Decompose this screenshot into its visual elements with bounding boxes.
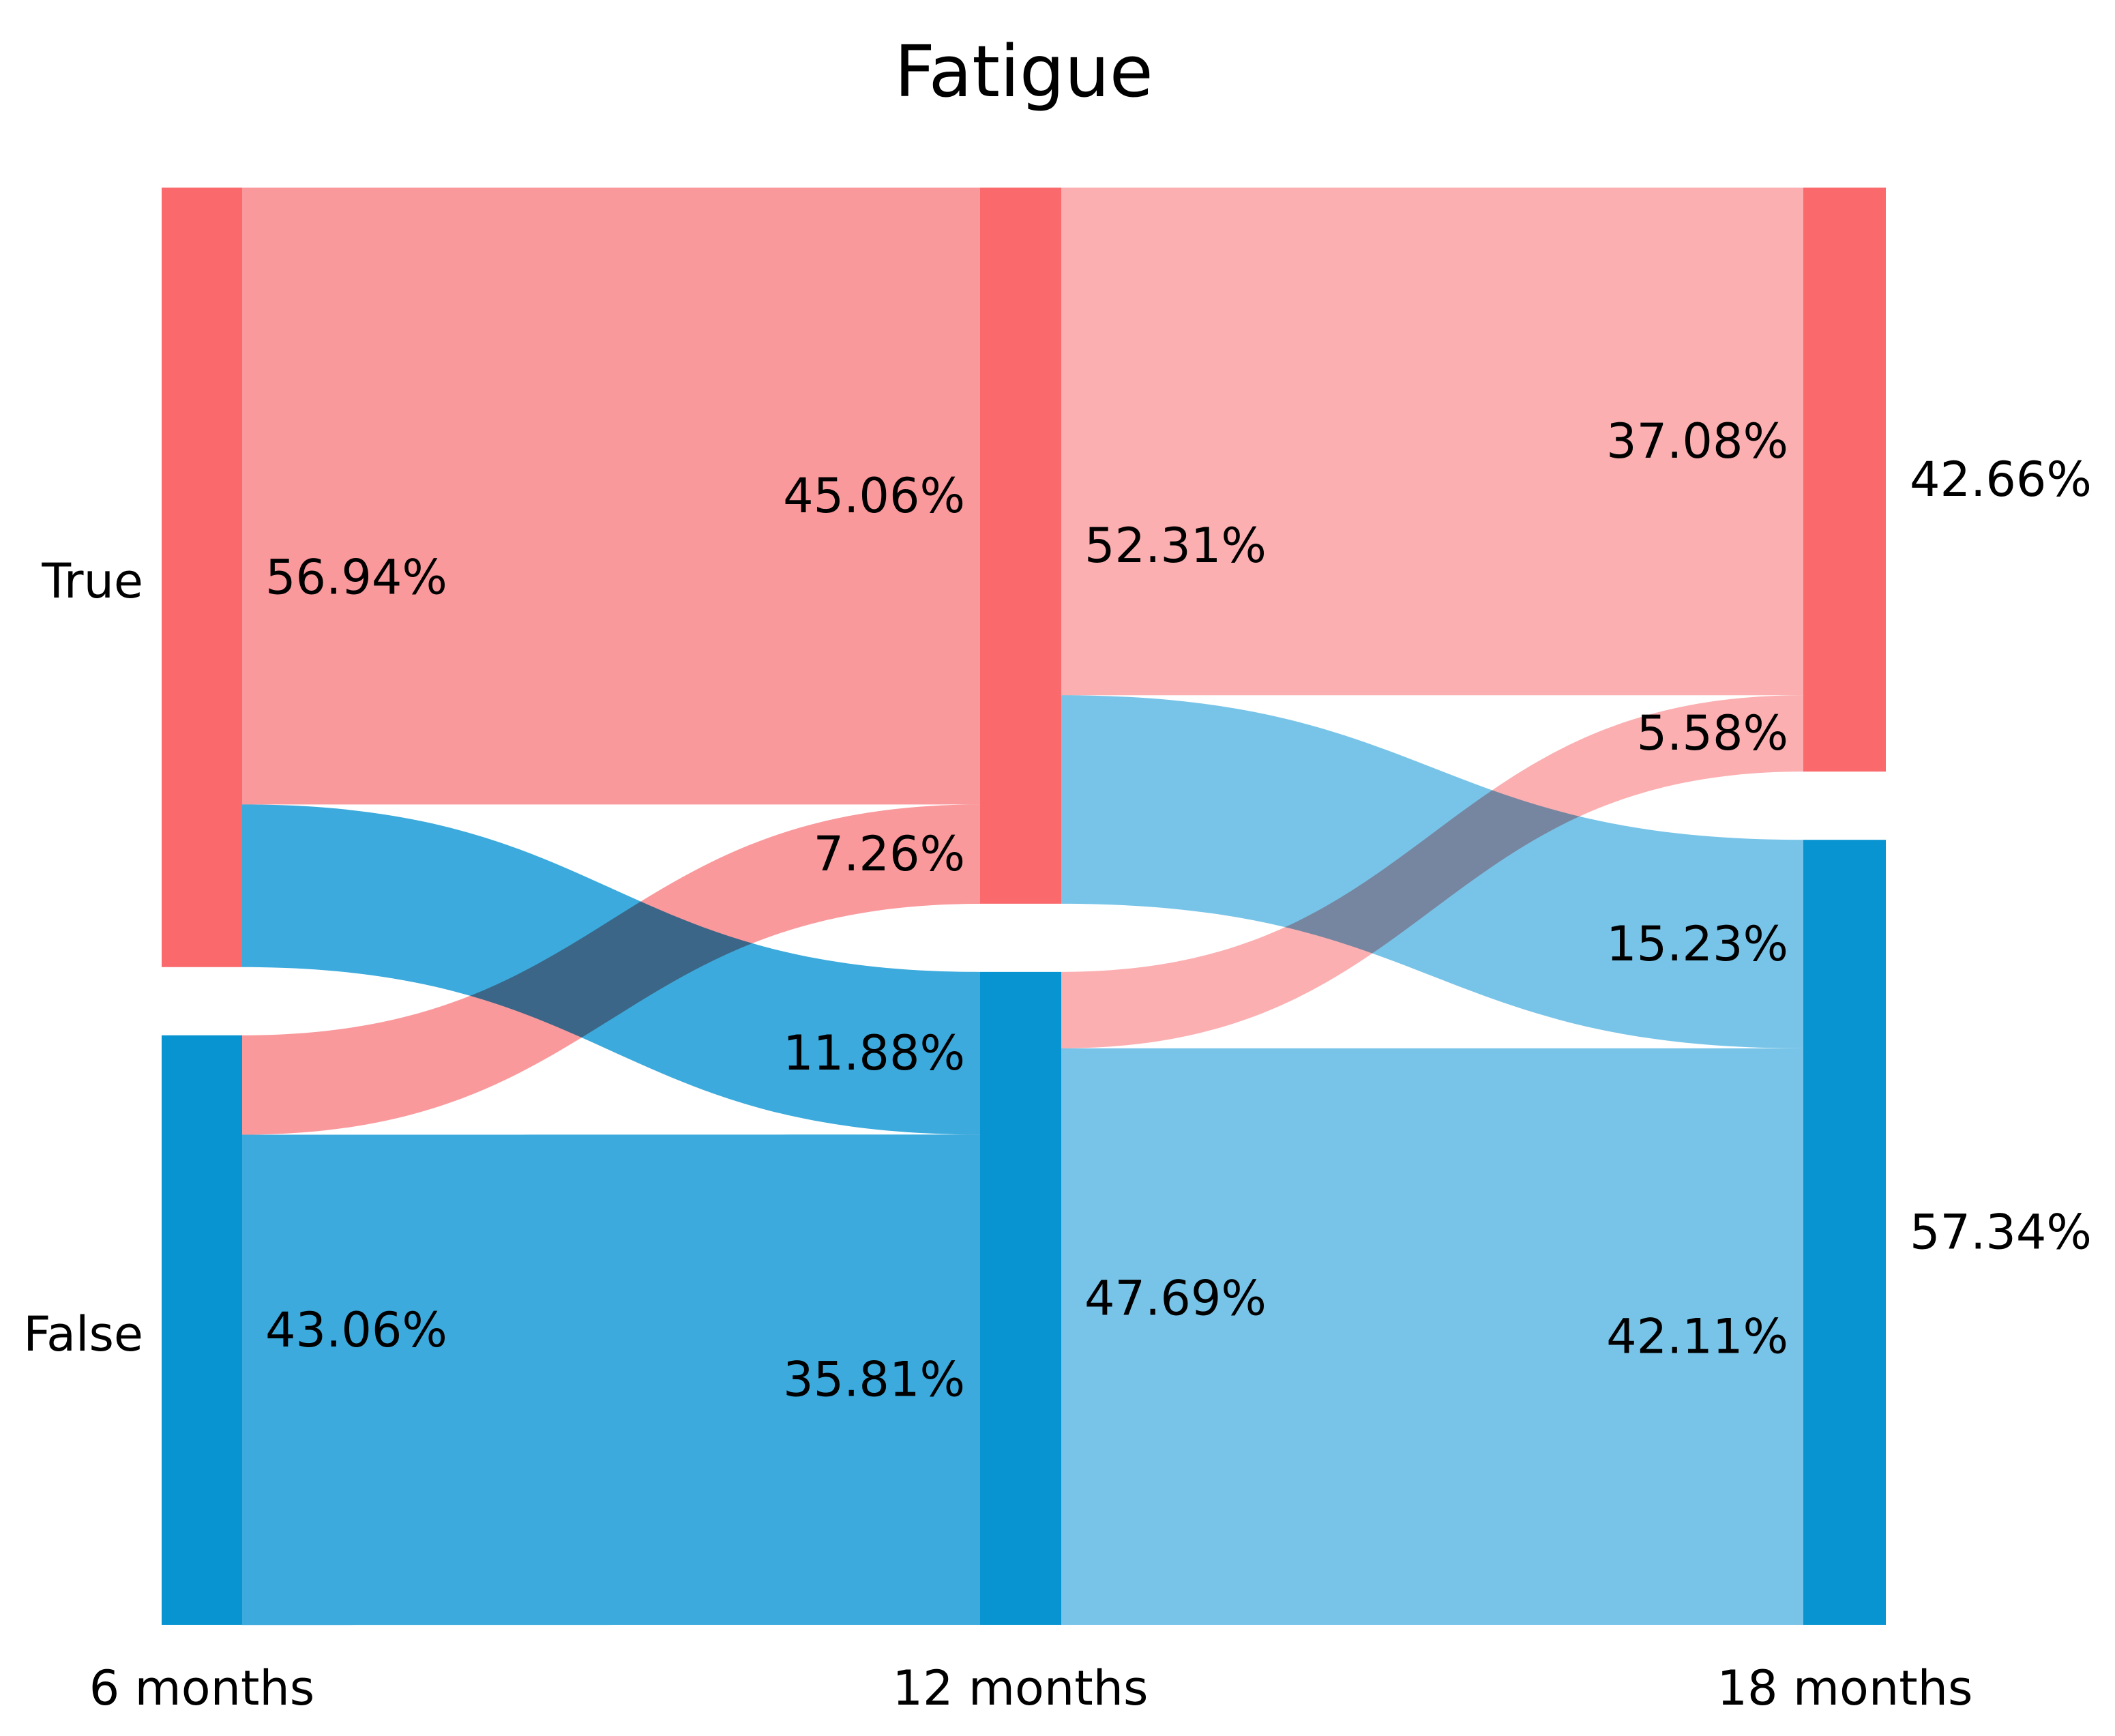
flow-value-label-35.81pct: 35.81% xyxy=(783,1352,965,1408)
axis-label-6-months: 6 months xyxy=(89,1660,315,1716)
flow-false-6-months-to-true-12-months xyxy=(242,804,980,1135)
flow-value-label-15.23pct: 15.23% xyxy=(1606,916,1788,972)
flow-value-label-42.11pct: 42.11% xyxy=(1606,1308,1788,1364)
node-value-label-56.94pct: 56.94% xyxy=(265,549,447,605)
node-bar-false-18-months xyxy=(1803,840,1886,1625)
node-bar-false-6-months xyxy=(162,1035,242,1625)
flows-layer xyxy=(242,188,1803,1625)
node-value-label-57.34pct: 57.34% xyxy=(1910,1205,2092,1261)
labels-layer: 45.06% 11.88% 7.26% 35.81% 37.08% 15.23% 5.58%… xyxy=(265,413,2092,1408)
node-value-label-52.31pct: 52.31% xyxy=(1084,518,1267,574)
flow-false-12-months-to-false-18-months xyxy=(1061,1048,1803,1625)
node-bar-true-18-months xyxy=(1803,188,1886,772)
node-bar-true-6-months xyxy=(162,188,242,967)
node-value-label-47.69pct: 47.69% xyxy=(1084,1270,1267,1326)
axis-label-12-months: 12 months xyxy=(892,1660,1149,1716)
category-label-false: False xyxy=(23,1306,143,1362)
category-label-true: True xyxy=(42,553,143,609)
node-bar-true-12-months xyxy=(980,188,1061,904)
flow-true-12-months-to-true-18-months xyxy=(1061,188,1803,696)
flow-value-label-37.08pct: 37.08% xyxy=(1606,413,1788,469)
flow-value-label-45.06pct: 45.06% xyxy=(783,468,965,524)
flow-value-label-5.58pct: 5.58% xyxy=(1637,705,1788,761)
chart-title: Fatigue xyxy=(894,30,1153,113)
node-bar-false-12-months xyxy=(980,971,1061,1625)
flow-true-6-months-to-true-12-months xyxy=(242,188,980,805)
flow-value-label-11.88pct: 11.88% xyxy=(783,1025,965,1081)
node-value-label-42.66pct: 42.66% xyxy=(1910,452,2092,507)
nodes-layer xyxy=(162,188,1886,1625)
flow-false-12-months-to-true-18-months xyxy=(1061,695,1803,1048)
flow-false-6-months-to-false-12-months xyxy=(242,1134,980,1625)
node-value-label-43.06pct: 43.06% xyxy=(265,1302,447,1358)
axis-label-18-months: 18 months xyxy=(1717,1660,1973,1716)
flow-value-label-7.26pct: 7.26% xyxy=(814,826,965,882)
